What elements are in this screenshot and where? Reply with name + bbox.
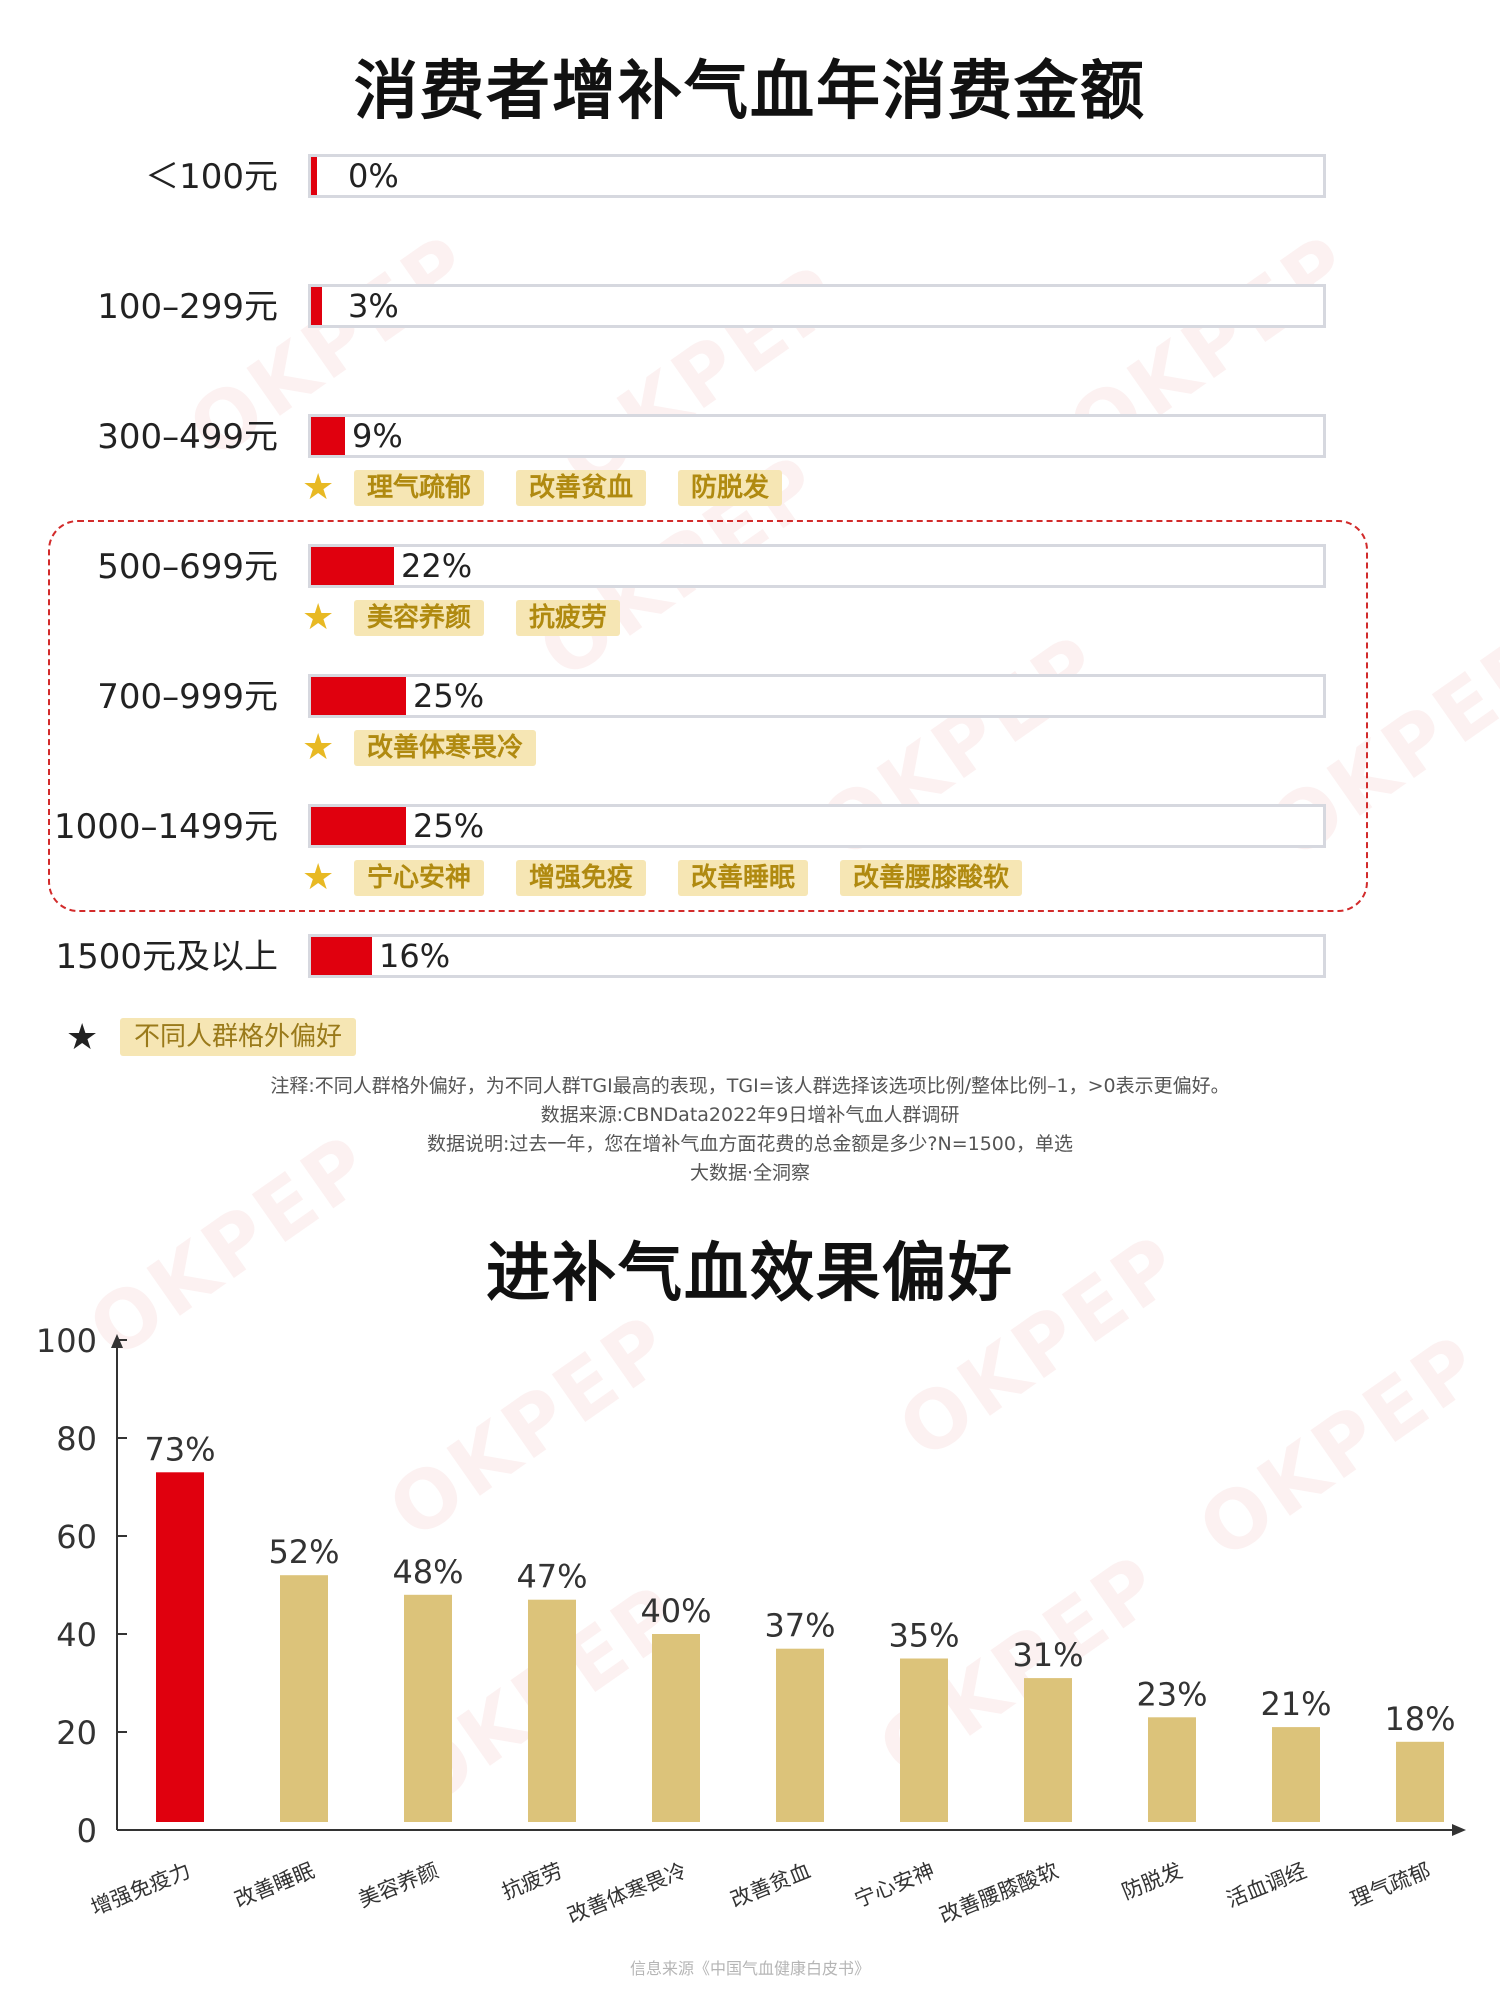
section2-title: 进补气血效果偏好 bbox=[486, 1237, 1014, 1311]
y-tick-label: 80 bbox=[56, 1420, 97, 1458]
x-category-label: 增强免疫力 bbox=[88, 1858, 194, 1920]
bar-value-label: 18% bbox=[1384, 1700, 1455, 1738]
x-category-label: 宁心安神 bbox=[851, 1858, 938, 1912]
bar-track bbox=[308, 414, 1326, 458]
bar-fill bbox=[311, 157, 317, 195]
y-tick-label: 20 bbox=[56, 1714, 97, 1752]
preference-tag: 增强免疫 bbox=[516, 860, 647, 896]
preference-tag: 宁心安神 bbox=[354, 860, 485, 896]
bar-track bbox=[308, 544, 1326, 588]
star-icon: ★ bbox=[302, 727, 335, 768]
preference-tag: 改善体寒畏冷 bbox=[354, 730, 537, 766]
legend-tag: 不同人群格外偏好 bbox=[120, 1018, 357, 1056]
star-icon: ★ bbox=[302, 597, 335, 638]
bar bbox=[1024, 1678, 1072, 1822]
bar bbox=[652, 1634, 700, 1822]
y-tick-label: 40 bbox=[56, 1616, 97, 1654]
star-icon: ★ bbox=[302, 857, 335, 898]
star-icon: ★ bbox=[302, 467, 335, 508]
bar bbox=[528, 1599, 576, 1822]
bar-value-label: 37% bbox=[764, 1607, 835, 1645]
bar-fill bbox=[311, 677, 406, 715]
y-tick-label: 0 bbox=[77, 1812, 97, 1850]
bar-track bbox=[308, 154, 1326, 198]
preference-tag: 抗疲劳 bbox=[516, 600, 621, 636]
note-line: 大数据·全洞察 bbox=[689, 1162, 811, 1184]
x-axis-arrow-icon bbox=[1452, 1824, 1466, 1836]
x-category-label: 理气疏郁 bbox=[1347, 1858, 1434, 1912]
bar-value-label: 35% bbox=[888, 1617, 959, 1655]
bar-value-label: 48% bbox=[392, 1553, 463, 1591]
preference-tag: 防脱发 bbox=[678, 470, 783, 506]
note-line: 数据说明:过去一年，您在增补气血方面花费的总金额是多少?N=1500，单选 bbox=[427, 1133, 1073, 1155]
bar-value-label: 73% bbox=[144, 1430, 215, 1468]
bar bbox=[900, 1658, 948, 1822]
bar-fill bbox=[311, 547, 394, 585]
bar bbox=[776, 1648, 824, 1822]
x-category-label: 美容养颜 bbox=[355, 1858, 442, 1912]
bar-track bbox=[308, 934, 1326, 978]
row-label: 1500元及以上 bbox=[55, 937, 278, 977]
row-label: ＜100元 bbox=[145, 157, 278, 197]
bar bbox=[1148, 1717, 1196, 1822]
bar bbox=[156, 1472, 204, 1822]
bar-track bbox=[308, 284, 1326, 328]
x-category-label: 改善腰膝酸软 bbox=[936, 1858, 1062, 1927]
bar-value-label: 22% bbox=[401, 547, 473, 585]
y-tick-label: 60 bbox=[56, 1518, 97, 1556]
preference-tag: 理气疏郁 bbox=[354, 470, 485, 506]
row-label: 500–699元 bbox=[97, 547, 278, 587]
bar-fill bbox=[311, 937, 372, 975]
bar-value-label: 16% bbox=[379, 937, 451, 975]
bar-value-label: 31% bbox=[1012, 1636, 1083, 1674]
source-note: 信息来源《中国气血健康白皮书》 bbox=[629, 1959, 870, 1978]
row-label: 100–299元 bbox=[97, 287, 278, 327]
bar-value-label: 25% bbox=[413, 807, 485, 845]
bar-value-label: 40% bbox=[640, 1592, 711, 1630]
preference-tag: 美容养颜 bbox=[354, 600, 485, 636]
bar-fill bbox=[311, 417, 345, 455]
effect-bar-chart: 0 20 40 60 80 100 73% 增强免疫力 52% 改善睡眠 48% 美容养颜 47% 抗疲劳… bbox=[36, 1322, 1466, 1928]
note-line: 数据来源:CBNData2022年9日增补气血人群调研 bbox=[540, 1104, 960, 1126]
section1-title: 消费者增补气血年消费金额 bbox=[354, 55, 1146, 129]
bar-fill bbox=[311, 287, 322, 325]
bar-value-label: 47% bbox=[516, 1558, 587, 1596]
bar-value-label: 25% bbox=[413, 677, 485, 715]
y-tick-label: 100 bbox=[36, 1322, 97, 1360]
bar-fill bbox=[311, 807, 406, 845]
preference-tag: 改善贫血 bbox=[516, 470, 647, 506]
x-category-label: 改善贫血 bbox=[727, 1858, 814, 1912]
note-line: 注释:不同人群格外偏好，为不同人群TGI最高的表现，TGI=该人群选择该选项比例… bbox=[270, 1075, 1230, 1097]
bar-value-label: 52% bbox=[268, 1533, 339, 1571]
row-label: 300–499元 bbox=[97, 417, 278, 457]
bar bbox=[1272, 1727, 1320, 1822]
bar-value-label: 21% bbox=[1260, 1685, 1331, 1723]
highlight-dashed-box bbox=[48, 520, 1368, 912]
legend-star-icon: ★ bbox=[66, 1017, 99, 1058]
x-category-label: 防脱发 bbox=[1118, 1858, 1185, 1904]
preference-tag: 改善腰膝酸软 bbox=[840, 860, 1023, 896]
bar-value-label: 3% bbox=[348, 287, 399, 325]
bar-value-label: 9% bbox=[352, 417, 403, 455]
x-category-label: 活血调经 bbox=[1223, 1858, 1310, 1912]
x-category-label: 改善体寒畏冷 bbox=[564, 1858, 690, 1927]
x-category-label: 改善睡眠 bbox=[231, 1858, 318, 1912]
row-label: 700–999元 bbox=[97, 677, 278, 717]
bar bbox=[280, 1575, 328, 1822]
x-category-label: 抗疲劳 bbox=[498, 1858, 565, 1904]
bar-value-label: 23% bbox=[1136, 1675, 1207, 1713]
preference-tag: 改善睡眠 bbox=[678, 860, 809, 896]
bar-track bbox=[308, 804, 1326, 848]
row-label: 1000–1499元 bbox=[53, 807, 278, 847]
bar bbox=[404, 1594, 452, 1822]
bar bbox=[1396, 1741, 1444, 1822]
bar-track bbox=[308, 674, 1326, 718]
bar-value-label: 0% bbox=[348, 157, 399, 195]
